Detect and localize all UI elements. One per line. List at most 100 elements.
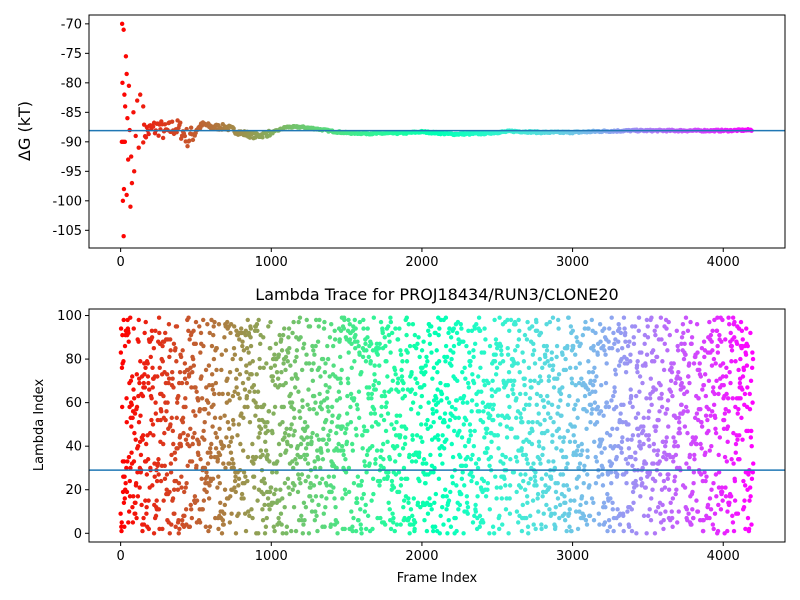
lambda-point [603,352,608,357]
lambda-point [720,489,725,495]
lambda-point [396,376,401,381]
lambda-point [355,500,360,506]
lambda-point [336,441,341,447]
lambda-point [272,352,277,357]
lambda-point [168,461,174,466]
lambda-point [650,487,655,492]
lambda-point [645,335,651,340]
lambda-point [681,330,686,336]
lambda-point [679,380,685,386]
lambda-point [734,341,740,347]
lambda-point [323,383,328,388]
lambda-point [401,504,406,510]
lambda-point [391,515,396,521]
lambda-point [199,396,205,401]
lambda-point [244,345,250,351]
lambda-point [294,354,299,360]
lambda-point [498,422,503,427]
lambda-point [201,343,206,349]
lambda-point [618,330,624,336]
lambda-point [555,317,561,323]
lambda-point [550,439,555,445]
lambda-point [513,322,518,327]
lambda-point [315,448,320,453]
lambda-point [721,383,726,388]
lambda-point [460,369,465,375]
lambda-point [726,315,731,320]
lambda-point [273,487,278,492]
lambda-point [482,326,487,331]
lambda-point [654,324,659,329]
lambda-point [623,457,629,462]
lambda-point [246,350,251,355]
lambda-point [201,498,207,503]
lambda-point [590,406,595,412]
delta-g-y-tick-label: -85 [61,106,82,121]
lambda-point [634,483,639,488]
lambda-point [563,500,568,506]
lambda-point [314,513,319,519]
lambda-point [683,315,689,320]
lambda-point [361,317,366,323]
lambda-point [331,485,336,490]
lambda-point [611,393,616,399]
lambda-point [179,485,184,490]
lambda-point [606,518,612,523]
lambda-point [150,365,155,370]
lambda-point [365,335,370,340]
lambda-point [278,337,284,342]
lambda-point [629,507,634,512]
lambda-point [634,531,639,536]
lambda-point [404,332,409,338]
lambda-point [679,335,685,340]
lambda-point [271,500,276,506]
lambda-point [423,363,428,368]
lambda-point [429,324,434,329]
lambda-point [397,452,402,458]
lambda-point [202,420,207,425]
lambda-point [664,406,670,412]
delta-g-point [121,27,126,32]
lambda-point [531,461,536,466]
lambda-point [584,409,589,414]
lambda-point [684,389,690,394]
lambda-point [224,435,229,440]
lambda-point [276,441,282,447]
lambda-point [477,524,482,529]
lambda-x-tick-label: 4000 [707,549,740,564]
lambda-point [694,322,700,327]
lambda-point [422,383,427,388]
delta-g-plot-frame [88,14,786,249]
lambda-point [265,496,271,501]
lambda-point [735,411,740,416]
delta-g-point [122,104,128,109]
lambda-point [399,476,404,482]
lambda-point [243,528,249,534]
lambda-point [663,509,668,514]
lambda-point [315,528,320,534]
lambda-point [459,476,465,482]
lambda-point [360,354,366,360]
lambda-point [673,380,678,386]
lambda-point [353,332,358,338]
lambda-point [289,422,294,427]
lambda-point [628,359,633,364]
lambda-point [140,393,146,399]
lambda-point [450,454,456,460]
lambda-point [425,426,430,431]
lambda-point [136,317,141,323]
lambda-point [625,343,631,349]
lambda-point [215,485,220,490]
lambda-point [340,424,345,429]
lambda-point [671,443,677,449]
delta-g-point [182,133,188,139]
lambda-point [338,380,344,386]
lambda-point [133,511,138,516]
lambda-point [245,478,250,484]
lambda-point [426,400,431,405]
lambda-point [521,406,527,412]
lambda-point [451,343,457,349]
lambda-point [520,420,525,425]
lambda-point [527,402,532,408]
lambda-point [306,387,311,392]
